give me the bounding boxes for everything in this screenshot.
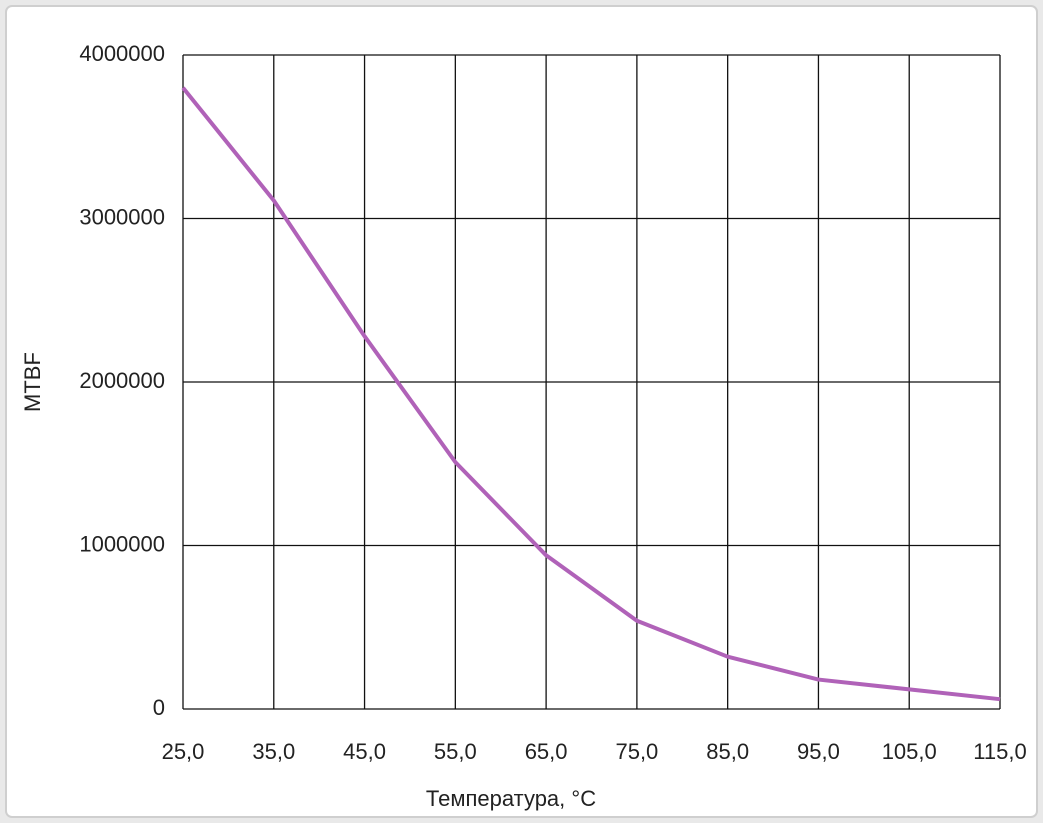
x-tick-label: 95,0 [797,739,840,764]
y-axis-label: MTBF [20,352,45,412]
y-tick-label: 1000000 [79,531,165,556]
x-tick-label: 25,0 [162,739,205,764]
x-tick-label: 105,0 [882,739,937,764]
x-axis-label: Температура, °C [426,786,596,811]
x-tick-label: 35,0 [252,739,295,764]
y-tick-label: 0 [153,695,165,720]
frame [5,5,1038,818]
x-tick-label: 65,0 [525,739,568,764]
y-tick-label: 4000000 [79,41,165,66]
x-tick-label: 75,0 [615,739,658,764]
x-tick-label: 45,0 [343,739,386,764]
x-tick-label: 115,0 [973,739,1026,764]
data-line [181,86,1001,702]
y-tick-label: 3000000 [79,204,165,229]
x-tick-label: 55,0 [434,739,477,764]
x-tick-label: 85,0 [706,739,749,764]
y-tick-label: 2000000 [79,368,165,393]
